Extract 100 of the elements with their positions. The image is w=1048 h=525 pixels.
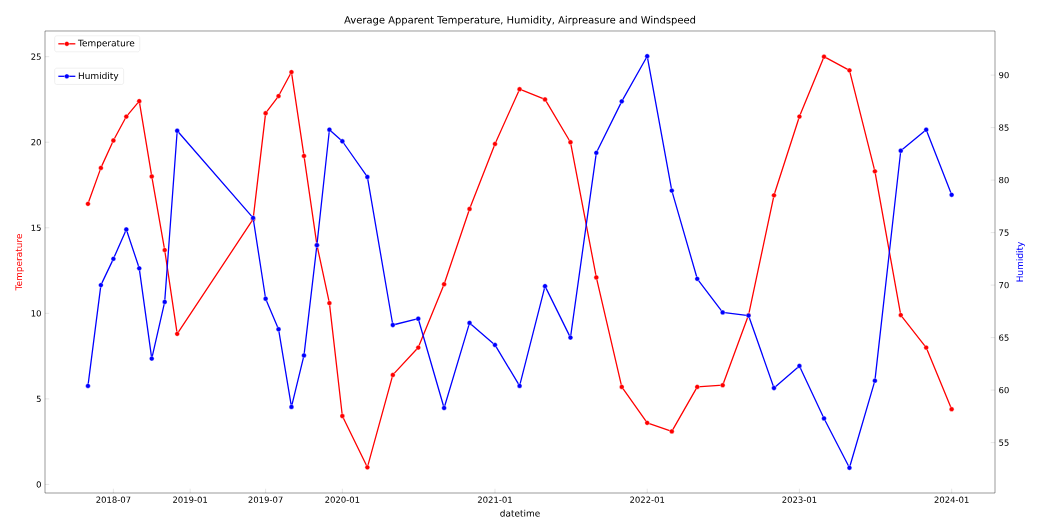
x-axis-title: datetime xyxy=(500,509,540,517)
x-tick-label: 2019-07 xyxy=(248,496,283,503)
point xyxy=(275,93,282,99)
point xyxy=(923,344,929,351)
point xyxy=(326,300,333,306)
x-tick-label: 2018-07 xyxy=(96,496,131,503)
y2-tick-label: 60 xyxy=(999,386,1009,394)
point xyxy=(275,326,282,332)
point xyxy=(923,127,929,133)
point xyxy=(517,383,523,389)
point xyxy=(288,404,295,410)
y2-tick-label: 85 xyxy=(999,124,1009,131)
point xyxy=(149,173,155,180)
point xyxy=(846,67,853,73)
point xyxy=(339,138,345,144)
point xyxy=(567,139,574,145)
point xyxy=(821,415,827,422)
point xyxy=(898,312,904,318)
point xyxy=(263,296,269,302)
chart-title: Average Apparent Temperature, Humidity, Airpreasure and Windspeed xyxy=(344,15,696,26)
point xyxy=(162,247,168,253)
point xyxy=(441,281,447,287)
y2-tick-label: 70 xyxy=(999,281,1009,289)
point xyxy=(949,406,955,412)
point xyxy=(364,464,370,470)
point xyxy=(415,344,421,351)
point xyxy=(492,342,498,348)
point xyxy=(694,384,700,390)
point xyxy=(796,113,803,120)
point xyxy=(771,385,777,391)
point xyxy=(720,382,726,388)
y2-tick-label: 80 xyxy=(999,176,1009,184)
y2-axis-title: Humidity xyxy=(1016,241,1025,282)
point xyxy=(136,98,142,104)
point xyxy=(517,86,523,92)
point xyxy=(593,274,599,280)
point xyxy=(98,165,104,171)
point xyxy=(720,309,726,315)
point xyxy=(669,188,675,194)
point xyxy=(162,299,168,305)
point xyxy=(542,283,548,289)
legend-label: Humidity xyxy=(78,72,119,81)
point xyxy=(466,206,473,212)
point xyxy=(263,110,269,116)
y-tick-label: 10 xyxy=(31,310,41,317)
point xyxy=(872,168,878,174)
point xyxy=(644,53,650,59)
point xyxy=(149,356,155,362)
x-tick-label: 2019-01 xyxy=(173,496,208,503)
point xyxy=(288,69,295,75)
point xyxy=(339,413,345,419)
point xyxy=(85,201,91,207)
y-tick-label: 0 xyxy=(36,481,41,488)
point xyxy=(110,256,116,262)
y-tick-label: 20 xyxy=(31,139,41,146)
x-tick-label: 2021-01 xyxy=(477,496,512,503)
y-tick-label: 5 xyxy=(36,395,41,403)
point xyxy=(110,137,116,144)
point xyxy=(390,322,396,328)
point xyxy=(694,276,700,282)
y2-tick-label: 65 xyxy=(999,334,1009,341)
point xyxy=(123,113,129,120)
y-tick-label: 15 xyxy=(31,224,41,231)
point xyxy=(441,405,447,411)
point xyxy=(771,192,777,198)
point xyxy=(898,148,904,154)
point xyxy=(415,316,421,322)
point xyxy=(136,265,142,271)
point xyxy=(567,335,574,341)
point xyxy=(542,96,548,103)
y2-tick-label: 90 xyxy=(999,71,1009,79)
point xyxy=(390,372,396,378)
point xyxy=(846,465,853,471)
y2-tick-label: 75 xyxy=(999,229,1009,236)
point xyxy=(174,331,180,337)
point xyxy=(949,192,955,198)
x-tick-label: 2024-01 xyxy=(934,496,969,503)
point xyxy=(326,127,333,133)
point xyxy=(872,378,878,384)
point xyxy=(174,128,180,134)
x-tick-label: 2022-01 xyxy=(630,496,665,503)
point xyxy=(669,428,675,434)
x-tick-label: 2020-01 xyxy=(325,496,360,503)
point xyxy=(593,150,599,156)
y-axis-title: Temperature xyxy=(15,234,24,291)
point xyxy=(123,226,129,233)
point xyxy=(619,384,625,390)
x-tick-label: 2023-01 xyxy=(782,496,817,503)
point xyxy=(466,320,473,326)
point xyxy=(821,54,827,60)
point xyxy=(301,153,307,159)
point xyxy=(85,383,91,389)
y2-tick-label: 55 xyxy=(999,439,1009,446)
point xyxy=(364,174,370,180)
y-tick-label: 25 xyxy=(31,53,41,60)
legend-label: Temperature xyxy=(77,39,135,49)
point xyxy=(644,420,650,426)
point xyxy=(796,363,803,369)
point xyxy=(492,141,498,147)
point xyxy=(301,352,307,359)
